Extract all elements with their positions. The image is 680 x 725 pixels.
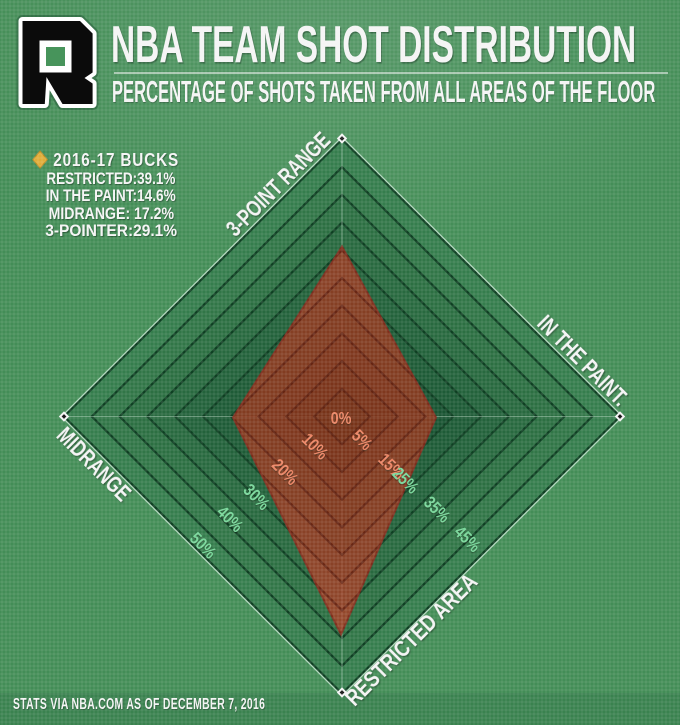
svg-text:0%: 0% [331,410,352,429]
